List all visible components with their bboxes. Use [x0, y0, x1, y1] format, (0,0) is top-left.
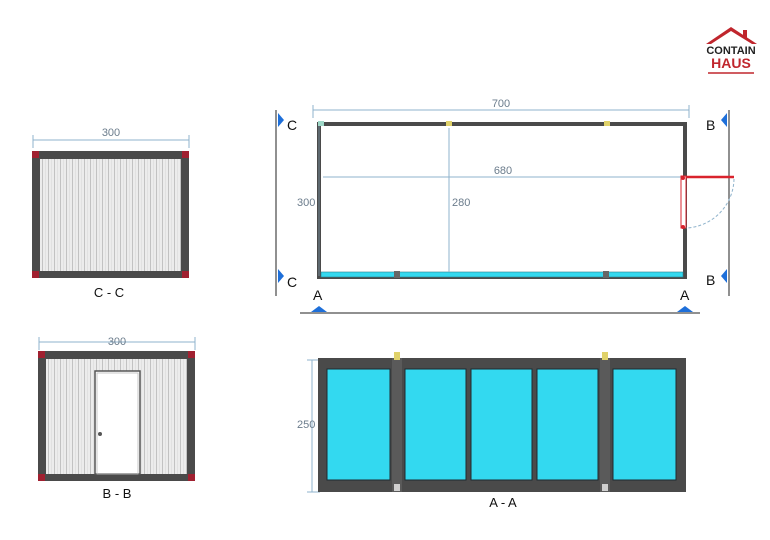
view-section-bb: 300 B - B	[38, 336, 196, 501]
aa-post-foot-2	[602, 484, 608, 491]
marker-a-left-icon	[311, 306, 327, 312]
plan-glass-facade	[320, 271, 684, 278]
brand-logo: CONTAIN HAUS	[706, 27, 757, 74]
cc-wall-panel	[40, 159, 181, 271]
cc-corner-tr	[182, 151, 189, 158]
marker-c-top: C	[287, 117, 297, 133]
marker-c-top-icon	[278, 113, 284, 127]
cc-corner-bl	[32, 271, 39, 278]
view-section-cc: 300 C - C	[32, 127, 190, 300]
door-handle-icon	[98, 432, 102, 436]
cc-corner-tl	[32, 151, 39, 158]
aa-post-1	[392, 358, 402, 492]
aa-window-3	[470, 368, 533, 481]
aa-window-4	[536, 368, 599, 481]
bb-caption: B - B	[103, 486, 132, 501]
door-hinge-bottom	[681, 225, 685, 229]
bb-width-label: 300	[108, 336, 126, 348]
marker-b-top: B	[706, 117, 715, 133]
bb-corner-br	[188, 474, 195, 481]
marker-b-bottom-icon	[721, 269, 727, 283]
bb-door	[94, 370, 141, 475]
bb-corner-tl	[38, 351, 45, 358]
aa-post-cap-1	[394, 352, 400, 360]
logo-line-1: CONTAIN	[706, 45, 755, 57]
plan-fix-2	[604, 121, 610, 126]
plan-inner-width-label: 280	[452, 197, 470, 209]
plan-door	[680, 175, 687, 229]
view-section-aa: 250 A - A	[297, 352, 686, 510]
bb-corner-tr	[188, 351, 195, 358]
logo-chimney-icon	[743, 30, 747, 38]
plan-outer-wall	[317, 122, 687, 279]
logo-line-2: HAUS	[711, 55, 751, 71]
marker-b-bottom: B	[706, 272, 715, 288]
logo-roof-icon	[706, 27, 757, 44]
aa-post-foot-1	[394, 484, 400, 491]
plan-post-a	[394, 271, 400, 278]
marker-c-bottom: C	[287, 274, 297, 290]
door-hinge-top	[681, 176, 685, 180]
cc-corner-br	[182, 271, 189, 278]
marker-b-top-icon	[721, 113, 727, 127]
marker-c-bottom-icon	[278, 269, 284, 283]
aa-window-5	[612, 368, 677, 481]
bb-corner-bl	[38, 474, 45, 481]
aa-window-2	[404, 368, 467, 481]
plan-length-label: 700	[492, 98, 510, 110]
marker-a-right: A	[680, 287, 690, 303]
aa-post-2	[600, 358, 610, 492]
marker-a-left: A	[313, 287, 323, 303]
aa-caption: A - A	[489, 495, 517, 510]
view-floor-plan: 700 680 280 300 C C B B A	[275, 98, 735, 314]
cc-width-label: 300	[102, 127, 120, 139]
plan-width-label: 300	[297, 197, 315, 209]
plan-inner-length-label: 680	[494, 165, 512, 177]
aa-height-label: 250	[297, 419, 315, 431]
cc-caption: C - C	[94, 285, 124, 300]
plan-fix-1	[446, 121, 452, 126]
door-swing-icon	[685, 178, 735, 229]
bb-door-inner	[96, 372, 139, 475]
plan-post-b	[603, 271, 609, 278]
aa-window-1	[326, 368, 391, 481]
aa-post-cap-2	[602, 352, 608, 360]
marker-a-right-icon	[677, 306, 693, 312]
plan-fix-3	[318, 121, 324, 126]
